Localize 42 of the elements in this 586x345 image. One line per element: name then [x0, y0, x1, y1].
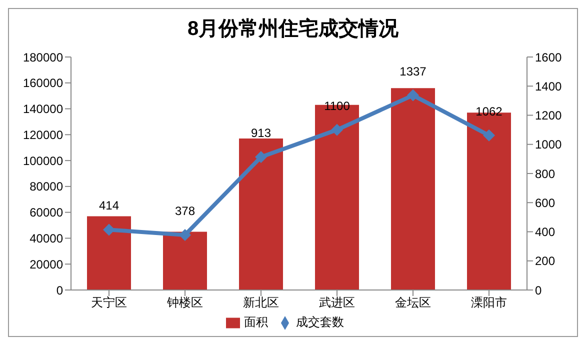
- y-tick-label: 0: [56, 283, 64, 298]
- y-tick-label: 140000: [22, 102, 64, 116]
- y2-tick-label: 1200: [535, 108, 562, 123]
- bar: [163, 232, 207, 290]
- bar: [391, 88, 435, 290]
- y2-tick-label: 1400: [535, 79, 562, 94]
- y2-tick-label: 800: [535, 166, 556, 181]
- y-tick-label: 60000: [30, 206, 64, 220]
- legend-label: 成交套数: [296, 315, 344, 329]
- point: [483, 129, 495, 142]
- x-tick-label: 新北区: [243, 296, 279, 310]
- y-tick-label: 100000: [22, 154, 64, 168]
- data-label: 913: [250, 126, 272, 140]
- legend-label: 面积: [244, 315, 268, 329]
- point: [179, 228, 191, 241]
- x-tick-label: 武进区: [319, 296, 355, 310]
- x-tick-label: 天宁区: [91, 296, 127, 310]
- y2-tick-label: 200: [535, 254, 556, 268]
- y2-tick-label: 400: [535, 225, 556, 240]
- y-tick-label: 160000: [22, 76, 64, 90]
- y-tick-label: 40000: [30, 231, 64, 246]
- y2-tick-label: 0: [535, 283, 542, 298]
- y2-tick-label: 600: [535, 196, 556, 210]
- point: [103, 224, 115, 236]
- point: [331, 124, 343, 136]
- data-label: 414: [98, 198, 120, 213]
- bar: [87, 216, 131, 290]
- y2-tick-label: 1000: [535, 138, 562, 152]
- bar: [239, 138, 283, 290]
- data-label: 1337: [400, 64, 427, 78]
- point: [255, 151, 267, 164]
- y2-tick-label: 1600: [535, 50, 562, 64]
- point: [407, 89, 419, 102]
- chart-title: 8月份常州住宅成交情况: [186, 16, 400, 42]
- y-tick-label: 180000: [22, 50, 64, 64]
- x-tick-label: 溧阳市: [471, 296, 507, 310]
- y-tick-label: 120000: [22, 128, 64, 142]
- y-tick-label: 20000: [30, 257, 64, 272]
- x-tick-label: 金坛区: [395, 296, 431, 310]
- y-tick-label: 80000: [30, 180, 64, 194]
- data-label: 378: [174, 204, 196, 218]
- x-tick-label: 钟楼区: [166, 296, 203, 310]
